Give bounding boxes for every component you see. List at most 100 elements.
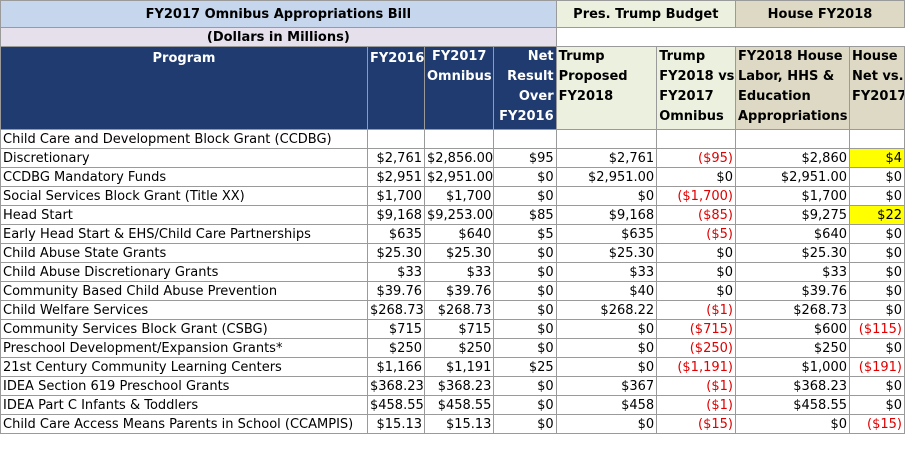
trump-proposed-cell[interactable] <box>555 129 658 149</box>
fy2017-omnibus-cell[interactable]: $9,253.00 <box>423 205 495 225</box>
net-result-cell[interactable] <box>493 129 557 149</box>
house-appropriations-cell[interactable]: $1,000 <box>734 357 851 377</box>
trump-vs-omnibus-cell[interactable]: ($250) <box>656 338 736 358</box>
trump-proposed-cell[interactable]: $2,761 <box>555 148 658 168</box>
house-net-cell[interactable]: $0 <box>849 262 905 282</box>
trump-proposed-cell[interactable]: $33 <box>555 262 658 282</box>
fy2017-omnibus-cell[interactable]: $640 <box>423 224 495 244</box>
house-appropriations-cell[interactable]: $9,275 <box>734 205 851 225</box>
fy2016-cell[interactable]: $368.23 <box>366 376 426 396</box>
program-name-cell[interactable]: Child Care and Development Block Grant (… <box>0 129 368 149</box>
trump-proposed-cell[interactable]: $0 <box>555 338 658 358</box>
house-net-cell[interactable]: ($15) <box>849 414 905 434</box>
trump-proposed-cell[interactable]: $635 <box>555 224 658 244</box>
program-name-cell[interactable]: Preschool Development/Expansion Grants* <box>0 338 368 358</box>
trump-vs-omnibus-cell[interactable]: ($1) <box>656 376 736 396</box>
fy2016-cell[interactable]: $39.76 <box>366 281 426 301</box>
trump-vs-omnibus-cell[interactable]: ($15) <box>656 414 736 434</box>
house-appropriations-cell[interactable] <box>734 129 851 149</box>
house-appropriations-cell[interactable]: $1,700 <box>734 186 851 206</box>
house-net-cell[interactable]: $22 <box>849 205 905 225</box>
program-name-cell[interactable]: Child Abuse Discretionary Grants <box>0 262 368 282</box>
fy2016-cell[interactable]: $250 <box>366 338 426 358</box>
trump-proposed-cell[interactable]: $0 <box>555 319 658 339</box>
house-net-cell[interactable]: $0 <box>849 167 905 187</box>
net-result-cell[interactable]: $25 <box>493 357 557 377</box>
trump-proposed-cell[interactable]: $0 <box>555 357 658 377</box>
house-net-cell[interactable]: $0 <box>849 186 905 206</box>
fy2017-omnibus-cell[interactable]: $1,700 <box>423 186 495 206</box>
trump-proposed-cell[interactable]: $40 <box>555 281 658 301</box>
net-result-cell[interactable]: $0 <box>493 262 557 282</box>
fy2017-omnibus-cell[interactable]: $458.55 <box>423 395 495 415</box>
house-net-cell[interactable]: ($191) <box>849 357 905 377</box>
program-name-cell[interactable]: Community Services Block Grant (CSBG) <box>0 319 368 339</box>
net-result-cell[interactable]: $95 <box>493 148 557 168</box>
program-name-cell[interactable]: Social Services Block Grant (Title XX) <box>0 186 368 206</box>
fy2016-cell[interactable]: $1,700 <box>366 186 426 206</box>
trump-vs-omnibus-cell[interactable]: $0 <box>656 262 736 282</box>
house-appropriations-cell[interactable]: $250 <box>734 338 851 358</box>
trump-proposed-cell[interactable]: $0 <box>555 186 658 206</box>
program-name-cell[interactable]: IDEA Part C Infants & Toddlers <box>0 395 368 415</box>
trump-proposed-cell[interactable]: $367 <box>555 376 658 396</box>
fy2016-cell[interactable]: $9,168 <box>366 205 426 225</box>
house-appropriations-cell[interactable]: $2,860 <box>734 148 851 168</box>
net-result-cell[interactable]: $85 <box>493 205 557 225</box>
house-net-cell[interactable]: $4 <box>849 148 905 168</box>
fy2016-cell[interactable]: $458.55 <box>366 395 426 415</box>
house-net-cell[interactable]: $0 <box>849 300 905 320</box>
fy2017-omnibus-cell[interactable]: $15.13 <box>423 414 495 434</box>
house-net-cell[interactable]: $0 <box>849 395 905 415</box>
fy2017-omnibus-cell[interactable]: $268.73 <box>423 300 495 320</box>
net-result-cell[interactable]: $0 <box>493 376 557 396</box>
trump-proposed-cell[interactable]: $2,951.00 <box>555 167 658 187</box>
fy2017-omnibus-cell[interactable] <box>423 129 495 149</box>
fy2017-omnibus-cell[interactable]: $2,951.00 <box>423 167 495 187</box>
house-net-cell[interactable] <box>849 129 905 149</box>
net-result-cell[interactable]: $0 <box>493 319 557 339</box>
house-appropriations-cell[interactable]: $33 <box>734 262 851 282</box>
fy2017-omnibus-cell[interactable]: $2,856.00 <box>423 148 495 168</box>
trump-vs-omnibus-cell[interactable]: ($1) <box>656 300 736 320</box>
house-net-cell[interactable]: $0 <box>849 376 905 396</box>
program-name-cell[interactable]: Child Care Access Means Parents in Schoo… <box>0 414 368 434</box>
trump-vs-omnibus-cell[interactable]: ($715) <box>656 319 736 339</box>
trump-vs-omnibus-cell[interactable]: ($1,700) <box>656 186 736 206</box>
program-name-cell[interactable]: Child Abuse State Grants <box>0 243 368 263</box>
trump-vs-omnibus-cell[interactable]: $0 <box>656 281 736 301</box>
trump-proposed-cell[interactable]: $458 <box>555 395 658 415</box>
program-name-cell[interactable]: Head Start <box>0 205 368 225</box>
fy2016-cell[interactable]: $25.30 <box>366 243 426 263</box>
fy2017-omnibus-cell[interactable]: $39.76 <box>423 281 495 301</box>
program-name-cell[interactable]: Community Based Child Abuse Prevention <box>0 281 368 301</box>
trump-proposed-cell[interactable]: $25.30 <box>555 243 658 263</box>
fy2016-cell[interactable]: $268.73 <box>366 300 426 320</box>
program-name-cell[interactable]: CCDBG Mandatory Funds <box>0 167 368 187</box>
fy2017-omnibus-cell[interactable]: $250 <box>423 338 495 358</box>
fy2016-cell[interactable]: $715 <box>366 319 426 339</box>
program-name-cell[interactable]: Early Head Start & EHS/Child Care Partne… <box>0 224 368 244</box>
fy2016-cell[interactable]: $2,951 <box>366 167 426 187</box>
net-result-cell[interactable]: $0 <box>493 338 557 358</box>
fy2016-cell[interactable] <box>366 129 426 149</box>
net-result-cell[interactable]: $0 <box>493 300 557 320</box>
house-appropriations-cell[interactable]: $25.30 <box>734 243 851 263</box>
fy2017-omnibus-cell[interactable]: $1,191 <box>423 357 495 377</box>
trump-proposed-cell[interactable]: $268.22 <box>555 300 658 320</box>
trump-vs-omnibus-cell[interactable]: $0 <box>656 167 736 187</box>
fy2017-omnibus-cell[interactable]: $33 <box>423 262 495 282</box>
house-net-cell[interactable]: $0 <box>849 338 905 358</box>
house-appropriations-cell[interactable]: $0 <box>734 414 851 434</box>
program-name-cell[interactable]: IDEA Section 619 Preschool Grants <box>0 376 368 396</box>
fy2016-cell[interactable]: $635 <box>366 224 426 244</box>
net-result-cell[interactable]: $0 <box>493 186 557 206</box>
trump-vs-omnibus-cell[interactable]: ($5) <box>656 224 736 244</box>
trump-vs-omnibus-cell[interactable]: ($95) <box>656 148 736 168</box>
house-appropriations-cell[interactable]: $2,951.00 <box>734 167 851 187</box>
fy2017-omnibus-cell[interactable]: $715 <box>423 319 495 339</box>
trump-vs-omnibus-cell[interactable] <box>656 129 736 149</box>
program-name-cell[interactable]: 21st Century Community Learning Centers <box>0 357 368 377</box>
house-appropriations-cell[interactable]: $268.73 <box>734 300 851 320</box>
trump-vs-omnibus-cell[interactable]: ($1) <box>656 395 736 415</box>
